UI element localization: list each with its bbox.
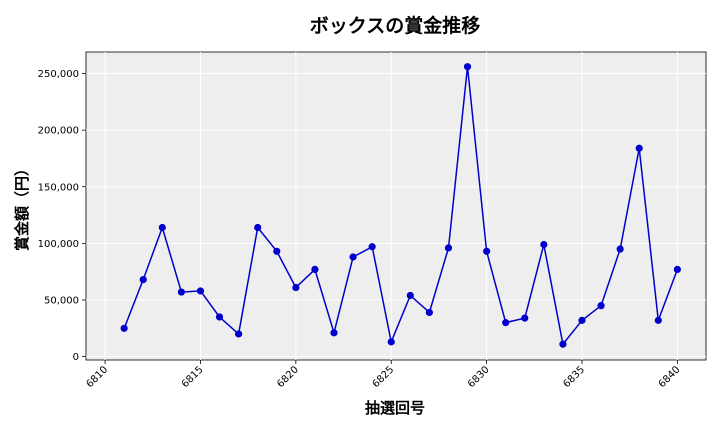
data-point [616,245,624,253]
y-tick-label: 100,000 [38,239,79,250]
data-point [177,288,185,296]
data-point [273,247,281,255]
data-point [235,330,243,338]
x-axis-label: 抽選回号 [365,399,425,417]
gridlines [86,52,706,360]
data-point [559,340,567,348]
data-point [120,324,128,332]
data-point [215,313,224,321]
data-point [635,144,643,152]
y-tick-label: 0 [73,352,79,363]
plot-area [85,51,707,361]
data-point [654,316,662,324]
data-point [349,253,357,261]
data-point [578,316,586,324]
data-point [139,276,147,284]
y-tick-label: 50,000 [44,295,79,306]
data-point [502,319,510,327]
data-point [368,243,376,251]
data-point [158,223,166,232]
series-group [120,63,681,348]
data-point [540,240,548,249]
data-point [521,314,529,322]
y-tick-label: 200,000 [38,126,79,137]
data-point [483,247,491,255]
data-point [254,223,262,232]
y-axis: 0 50,000 100,000 150,000 200,000 250,000 [38,69,86,363]
data-point [406,291,414,300]
y-axis-label: 賞金額（円） [13,161,31,251]
data-point [387,338,395,346]
y-tick-label: 250,000 [38,69,79,80]
data-point [292,283,300,292]
y-tick-label: 150,000 [38,182,79,193]
data-point [673,265,681,274]
data-point [463,63,472,71]
data-point [330,329,338,337]
data-point [311,265,319,274]
series-line [123,66,679,346]
data-point [425,308,433,317]
data-point [444,244,453,252]
chart-title: ボックスの賞金推移 [310,14,480,37]
data-point [196,287,205,295]
data-point [597,302,605,310]
